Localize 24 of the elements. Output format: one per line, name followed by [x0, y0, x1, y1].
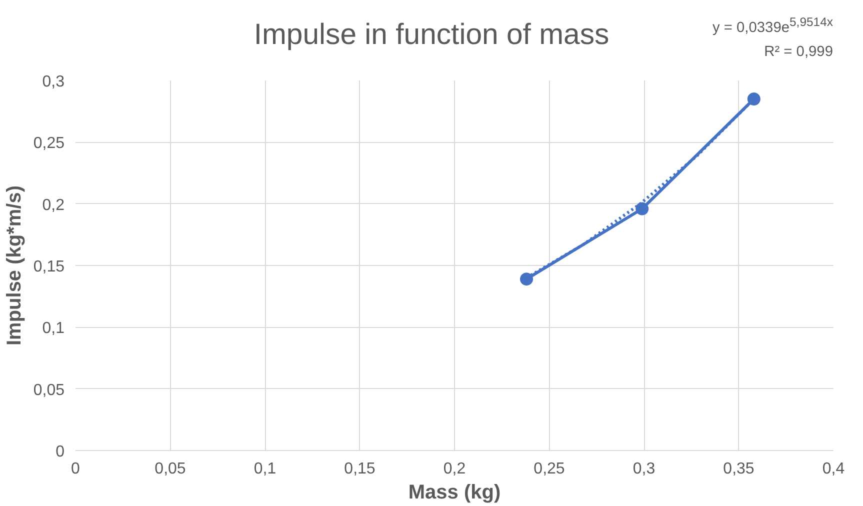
x-tick-label: 0,1: [254, 460, 276, 478]
y-tick-label: 0,1: [42, 320, 65, 338]
x-tick-label: 0,05: [154, 460, 186, 478]
point: [520, 272, 534, 286]
y-tick-label: 0,3: [42, 74, 65, 90]
x-tick-label: 0,3: [632, 460, 656, 478]
text: R² = 0,999: [763, 42, 833, 62]
y-axis-title: Impulse (kg*m/s): [3, 185, 26, 346]
point: [636, 202, 649, 216]
x-tick-label: 0,15: [344, 460, 376, 478]
x-tick-label: 0,4: [822, 460, 845, 478]
text: y = 0,0339e$^{5,9514x}$: [712, 14, 833, 38]
y-tick-label: 0,2: [42, 196, 65, 214]
x-tick-label: 0,25: [534, 460, 565, 478]
y-tick-label: 0: [56, 444, 65, 460]
x-tick-label: 0,2: [443, 460, 466, 478]
x-axis-title: Mass (kg): [408, 482, 501, 504]
x-tick-label: 0: [71, 460, 80, 478]
point: [747, 92, 760, 106]
chart-title: Impulse in function of mass: [254, 18, 610, 51]
y-tick-label: 0,15: [33, 258, 65, 276]
y-tick-label: 0,05: [33, 382, 65, 399]
x-tick-label: 0,35: [723, 460, 754, 478]
y-tick-label: 0,25: [33, 135, 65, 152]
